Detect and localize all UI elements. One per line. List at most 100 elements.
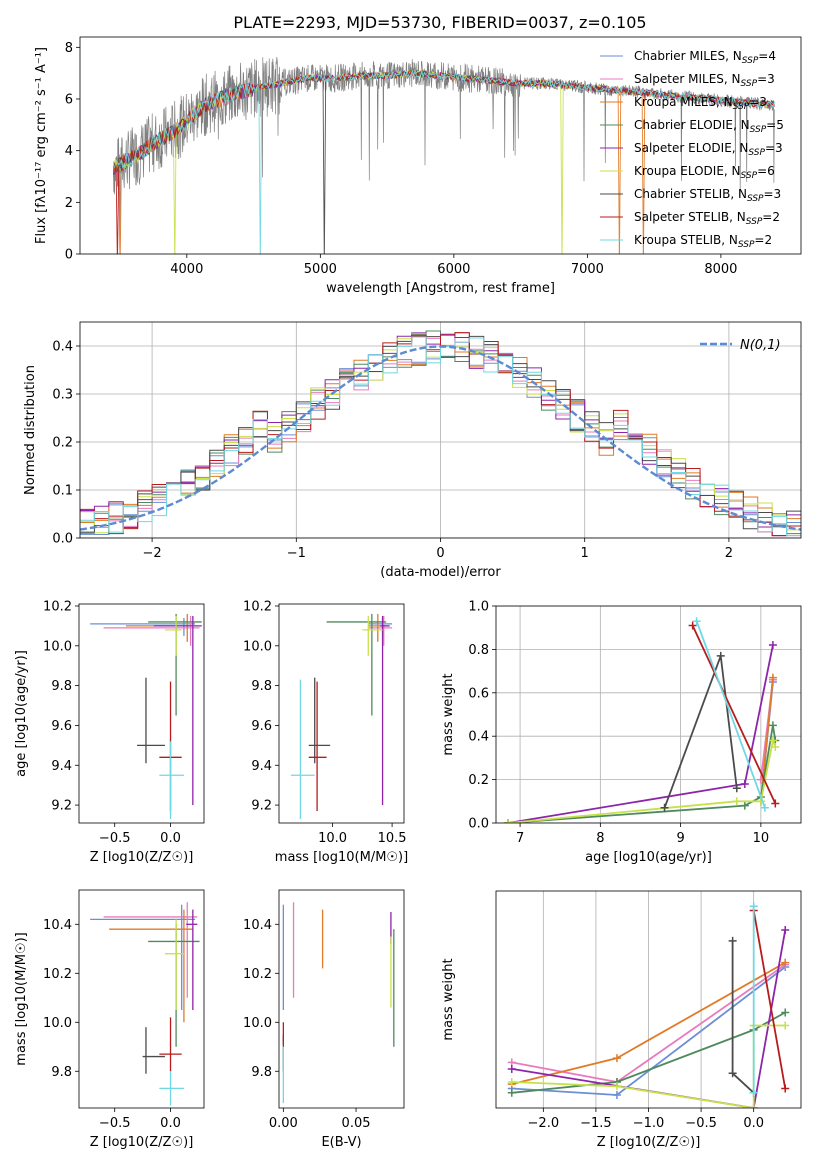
legend-subscript: SSP xyxy=(741,171,758,181)
legend-entry: N(0,1) xyxy=(740,338,781,353)
y-tick-label: 9.6 xyxy=(251,719,272,734)
mass-weight-marker xyxy=(768,721,777,730)
y-tick-label: 0.2 xyxy=(468,773,489,788)
mass-weight-marker xyxy=(612,1090,621,1099)
plot-area xyxy=(282,902,395,1104)
y-tick-label: 10.2 xyxy=(43,599,72,614)
mass-weight-marker xyxy=(781,1021,790,1030)
y-tick-label: 10.4 xyxy=(243,918,272,933)
legend-entry: Kroupa STELIB, NSSP=2 xyxy=(634,233,772,250)
panel-EBV: 0.00 0.05 9.8 10.0 10.2 10.4 E(B-V) xyxy=(243,889,405,1150)
mass-weight-marker xyxy=(504,819,513,823)
y-tick-label: 9.8 xyxy=(51,1065,72,1080)
panel-age-vs-Z: −0.5 0.0 9.2 9.4 9.6 9.8 10.0 10.2 Z [log10(Z/Z☉… xyxy=(14,599,205,865)
legend-subscript: SSP xyxy=(738,240,755,250)
legend-count: =3 xyxy=(764,187,782,201)
y-tick-label: 10.0 xyxy=(243,1016,272,1031)
y-axis-label: mass [log10(M/M☉)] xyxy=(14,932,29,1065)
legend-count: =3 xyxy=(749,95,767,109)
x-tick-label: 0.0 xyxy=(160,1116,181,1131)
legend-entry: Salpeter MILES, NSSP=3 xyxy=(634,72,775,89)
legend-count: =2 xyxy=(762,210,780,224)
normal-reference-curve xyxy=(80,345,801,531)
y-axis-label: mass weight xyxy=(441,673,456,755)
x-tick-label: −0.5 xyxy=(685,1116,717,1131)
legend-count: =3 xyxy=(757,72,775,86)
legend-model-name: Kroupa MILES, N xyxy=(634,95,733,109)
mass-weight-line xyxy=(695,620,766,809)
y-tick-label: 10.2 xyxy=(43,967,72,982)
x-axis-label: Z [log10(Z/Z☉)] xyxy=(597,1135,701,1150)
legend-model-name: Salpeter ELODIE, N xyxy=(634,141,748,155)
x-tick-label: 2 xyxy=(725,546,733,561)
mass-weight-marker xyxy=(768,673,777,682)
mass-weight-marker xyxy=(749,1088,758,1097)
plot-area xyxy=(496,606,801,823)
y-tick-label: 0.8 xyxy=(468,643,489,658)
y-tick-label: 10.0 xyxy=(243,639,272,654)
plot-area xyxy=(112,57,775,254)
mass-weight-marker xyxy=(612,1082,621,1091)
x-axis-label: E(B-V) xyxy=(321,1135,361,1150)
x-tick-label: 0.00 xyxy=(269,1116,298,1131)
x-tick-label: 0.0 xyxy=(743,1116,764,1131)
x-tick-label: 5000 xyxy=(304,262,337,277)
plot-area xyxy=(90,613,202,820)
panel-mass-weight-vs-Z: −2.0 −1.5 −1.0 −0.5 0.0 Z [log10(Z/Z☉)] mass w… xyxy=(441,890,802,1150)
y-axis-label: Flux [fλ10⁻¹⁷ erg cm⁻² s⁻¹ A⁻¹] xyxy=(34,47,49,244)
y-tick-label: 9.4 xyxy=(51,759,72,774)
x-axis-label: wavelength [Angstrom, rest frame] xyxy=(326,281,555,296)
y-tick-label: 2 xyxy=(65,196,73,211)
x-tick-label: 10.0 xyxy=(318,831,347,846)
panel-residuals: −2 −1 0 1 2 0.0 0.1 0.2 0.3 0.4 (data-model)/error… xyxy=(23,321,802,580)
mass-weight-marker xyxy=(507,1088,516,1097)
x-tick-label: 9 xyxy=(676,831,684,846)
y-axis-label: Normed distribution xyxy=(23,365,38,495)
x-tick-label: −1 xyxy=(287,546,306,561)
axes-frame xyxy=(79,36,802,255)
mass-weight-marker xyxy=(781,958,790,967)
panel-mass-weight-vs-age: 7 8 9 10 0.0 0.2 0.4 0.6 0.8 1.0 age [log10(age/yr… xyxy=(441,600,802,865)
axes-frame xyxy=(278,889,405,1109)
x-tick-label: 8000 xyxy=(704,262,737,277)
axes-frame xyxy=(495,890,802,1109)
legend-count: =3 xyxy=(765,141,783,155)
y-tick-label: 0.2 xyxy=(52,436,73,451)
x-tick-label: −0.5 xyxy=(99,831,131,846)
mass-weight-marker xyxy=(781,1008,790,1017)
x-axis-label: Z [log10(Z/Z☉)] xyxy=(90,850,194,865)
y-axis-label: age [log10(age/yr)] xyxy=(14,650,29,777)
x-tick-label: 1 xyxy=(581,546,589,561)
y-tick-label: 1.0 xyxy=(468,600,489,615)
axes-frame xyxy=(495,605,802,824)
mass-weight-line xyxy=(511,1024,786,1108)
mass-weight-marker xyxy=(771,799,780,808)
mass-weight-marker xyxy=(728,1069,737,1078)
legend-model-name: Kroupa ELODIE, N xyxy=(634,164,741,178)
y-tick-label: 10.0 xyxy=(43,1016,72,1031)
axes-frame xyxy=(278,603,405,824)
mass-weight-marker xyxy=(771,743,780,752)
legend-subscript: SSP xyxy=(741,79,758,89)
legend-count: =6 xyxy=(757,164,775,178)
panel-spectrum: 4000 5000 6000 7000 8000 0 2 4 6 8 wavelength [Ang… xyxy=(34,36,802,296)
legend-count: =4 xyxy=(758,49,776,63)
legend-subscript: SSP xyxy=(747,194,764,204)
plot-area xyxy=(507,891,790,1108)
legend-entry: Kroupa ELODIE, NSSP=6 xyxy=(634,164,775,181)
y-tick-label: 4 xyxy=(65,144,73,159)
mass-weight-line xyxy=(752,910,787,1089)
mass-weight-line xyxy=(511,929,787,1108)
legend-entry: Chabrier ELODIE, NSSP=5 xyxy=(634,118,784,135)
x-tick-label: 7000 xyxy=(571,262,604,277)
mass-weight-marker xyxy=(781,1084,790,1093)
legend-model-name: Chabrier MILES, N xyxy=(634,49,742,63)
y-tick-label: 0.0 xyxy=(468,817,489,832)
mass-weight-marker xyxy=(732,784,741,793)
axes-frame xyxy=(79,321,802,539)
figure-title: PLATE=2293, MJD=53730, FIBERID=0037, z=0… xyxy=(233,13,646,32)
x-tick-label: 0.0 xyxy=(160,831,181,846)
x-tick-label: 0.05 xyxy=(342,1116,371,1131)
x-tick-label: 0 xyxy=(436,546,444,561)
y-tick-label: 8 xyxy=(65,41,73,56)
